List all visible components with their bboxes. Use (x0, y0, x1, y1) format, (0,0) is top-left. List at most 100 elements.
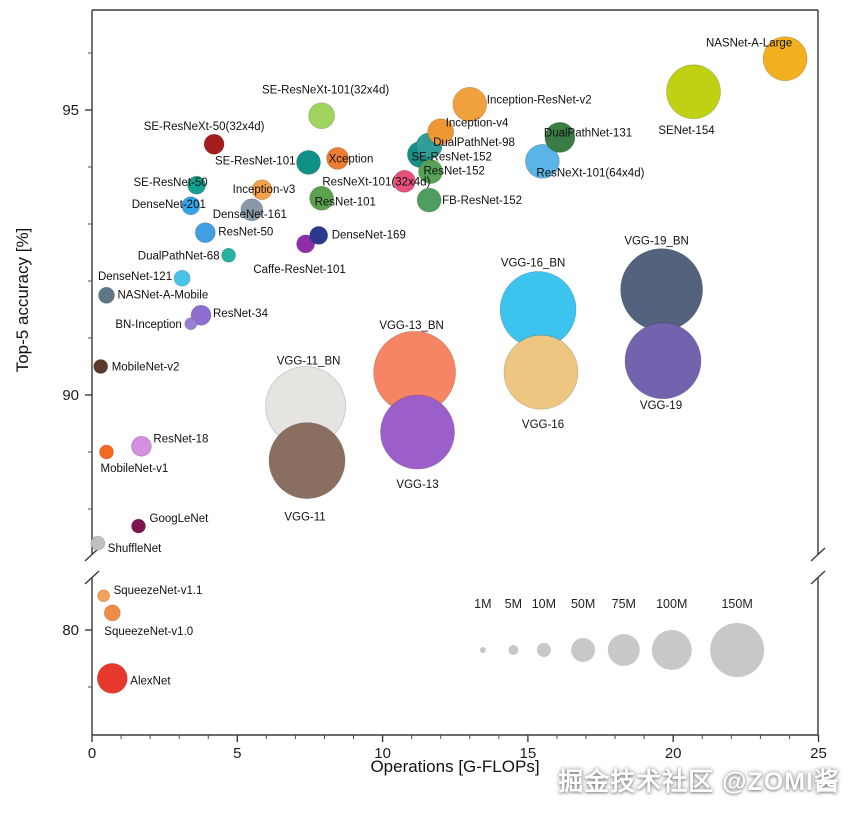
legend-bubble-50m (571, 638, 596, 662)
legend-label: 10M (532, 597, 556, 611)
plot-frame (91, 9, 819, 736)
x-tick-label: 15 (520, 745, 537, 762)
bubble-nasnet-a-large (762, 36, 808, 82)
label-densenet-161: DenseNet-161 (213, 209, 287, 221)
legend-bubble-1m (479, 647, 486, 653)
label-densenet-169: DenseNet-169 (332, 229, 406, 241)
label-resnet-50: ResNet-50 (218, 227, 273, 239)
bubble-vgg-19 (624, 322, 702, 400)
bubble-xception (326, 146, 350, 170)
bubble-resnet-50 (194, 222, 216, 244)
bubble-se-resnext-50-32x4d (203, 133, 225, 155)
bubble-densenet-161 (240, 198, 264, 222)
bubble-fb-resnet-152 (416, 187, 442, 213)
label-resnet-152: ResNet-152 (424, 166, 485, 178)
model-bubbles (90, 36, 808, 694)
label-inception-resnet-v2: Inception-ResNet-v2 (487, 94, 592, 106)
label-vgg-19: VGG-19 (640, 400, 682, 412)
bubble-resnet-34 (190, 304, 212, 326)
legend-label: 5M (505, 597, 522, 611)
x-tick-label: 0 (88, 745, 96, 762)
legend-label: 1M (474, 597, 491, 611)
label-resnet-18: ResNet-18 (153, 433, 208, 445)
label-squeezenet-v1-0: SqueezeNet-v1.0 (104, 626, 193, 638)
legend-bubble-100m (651, 630, 692, 670)
bubble-nasnet-a-mobile (98, 286, 115, 304)
label-se-resnet-50: SE-ResNet-50 (134, 177, 208, 189)
label-dualpathnet-98: DualPathNet-98 (433, 137, 515, 149)
legend-bubble-150m (710, 623, 765, 677)
legend-label: 100M (656, 597, 687, 611)
bubble-senet-154 (666, 64, 721, 120)
label-resnext-101-64x4d: ResNeXt-101(64x4d) (536, 167, 644, 179)
legend-label: 50M (571, 597, 595, 611)
label-se-resnext-50-32x4d: SE-ResNeXt-50(32x4d) (144, 121, 265, 133)
bubble-mobilenet-v2 (93, 359, 109, 374)
bubble-vgg-19-bn (620, 248, 703, 332)
label-inception-v4: Inception-v4 (446, 118, 509, 130)
bubble-densenet-121 (173, 269, 191, 287)
bubble-densenet-201 (181, 196, 201, 216)
bubble-inception-v4 (427, 118, 455, 146)
bubble-resnext-101-64x4d (525, 143, 560, 179)
bubble-vgg-16 (503, 334, 579, 410)
x-tick-label: 5 (233, 745, 241, 762)
label-vgg-19-bn: VGG-19_BN (624, 236, 689, 248)
label-shufflenet: ShuffleNet (108, 543, 162, 555)
axis-break-marks (84, 547, 826, 585)
x-tick-label: 10 (374, 745, 391, 762)
label-vgg-11-bn: VGG-11_BN (277, 355, 341, 367)
bubble-bn-inception (184, 317, 198, 331)
bubble-vgg-13 (380, 394, 455, 470)
bubble-resnet-18 (130, 435, 152, 457)
legend-label: 75M (612, 597, 636, 611)
x-axis-title: Operations [G-FLOPs] (370, 757, 539, 776)
bubble-alexnet (96, 663, 128, 694)
label-mobilenet-v2: MobileNet-v2 (112, 362, 180, 374)
label-caffe-resnet-101: Caffe-ResNet-101 (253, 264, 345, 276)
x-tick-label: 25 (810, 745, 827, 762)
legend-bubble-10m (536, 643, 551, 657)
label-senet-154: SENet-154 (658, 125, 715, 137)
bubble-se-resnet-50 (187, 175, 207, 195)
label-dualpathnet-131: DualPathNet-131 (544, 127, 632, 139)
label-alexnet: AlexNet (130, 675, 171, 687)
label-vgg-13-bn: VGG-13_BN (379, 320, 444, 332)
bubble-mobilenet-v1 (99, 444, 114, 460)
bubble-shufflenet (90, 535, 106, 551)
axis-ticks: 0 5 10 15 20 25 95 90 80 (62, 52, 827, 762)
label-fb-resnet-152: FB-ResNet-152 (442, 195, 522, 207)
label-se-resnet-101: SE-ResNet-101 (215, 155, 296, 167)
y-tick-label: 90 (62, 387, 79, 404)
label-squeezenet-v1-1: SqueezeNet-v1.1 (114, 585, 203, 597)
y-tick-label: 95 (62, 102, 79, 119)
bubble-vgg-11 (268, 422, 346, 500)
legend-bubble-75m (607, 634, 640, 666)
y-axis-title: Top-5 accuracy [%] (13, 228, 32, 373)
size-legend: 1M 5M 10M 50M 75M 100M 150M (474, 597, 765, 677)
label-nasnet-a-mobile: NASNet-A-Mobile (118, 289, 209, 301)
bubble-googlenet (131, 518, 146, 534)
legend-label: 150M (721, 597, 752, 611)
bubble-squeezenet-v1-1 (97, 589, 110, 603)
bubble-squeezenet-v1-0 (103, 604, 121, 622)
label-vgg-16: VGG-16 (522, 419, 564, 431)
legend-bubble-5m (508, 645, 519, 655)
label-densenet-121: DenseNet-121 (98, 271, 172, 283)
bubble-resnext-101-32x4d (392, 169, 416, 193)
bubble-se-resnet-101 (296, 149, 321, 175)
model-labels: AlexNet SqueezeNet-v1.0 SqueezeNet-v1.1 Shu… (98, 38, 792, 688)
bubble-resnet-152 (418, 159, 443, 185)
y-tick-label: 80 (62, 622, 79, 639)
label-bn-inception: BN-Inception (115, 319, 181, 331)
label-inception-v3: Inception-v3 (233, 184, 296, 196)
bubble-dualpathnet-131 (544, 121, 576, 153)
bubble-densenet-169 (309, 225, 329, 245)
label-se-resnext-101-32x4d: SE-ResNeXt-101(32x4d) (262, 85, 389, 97)
label-vgg-16-bn: VGG-16_BN (501, 258, 566, 270)
label-googlenet: GoogLeNet (150, 513, 210, 525)
label-densenet-201: DenseNet-201 (132, 199, 206, 211)
label-se-resnet-152: SE-ResNet-152 (411, 152, 492, 164)
